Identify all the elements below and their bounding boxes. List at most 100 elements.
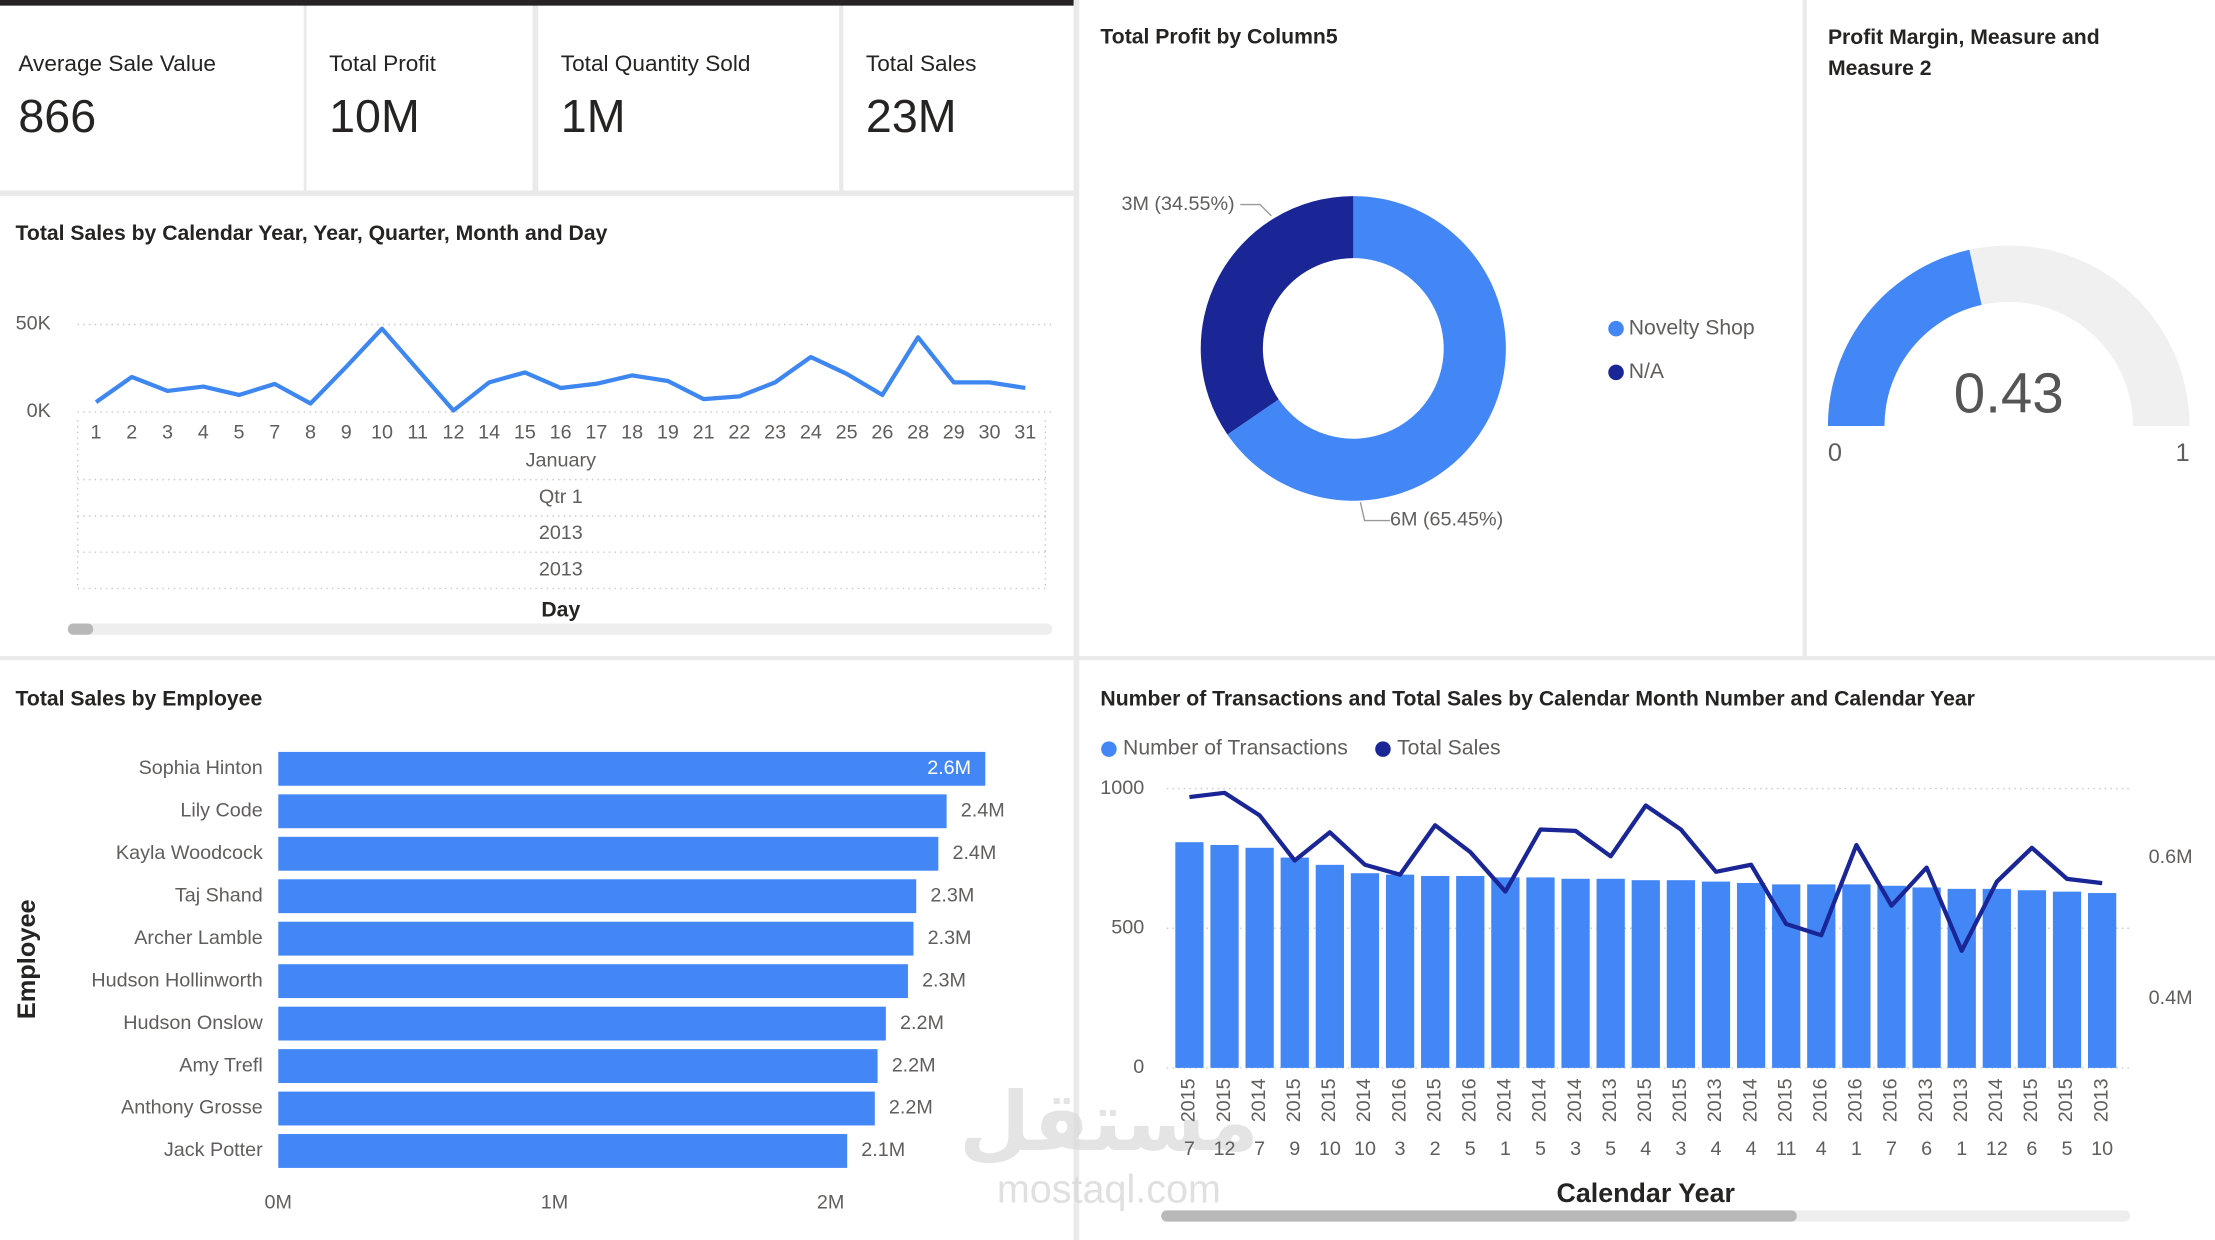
scrollbar-thumb[interactable] bbox=[1161, 1210, 1797, 1222]
x-tick-year: 2014 bbox=[1739, 1078, 1761, 1122]
y-tick-label: Hudson Onslow bbox=[123, 1012, 263, 1034]
bar bbox=[1877, 885, 1906, 1068]
gauge-value bbox=[1827, 249, 1982, 427]
x-tick-label: 4 bbox=[1816, 1138, 1827, 1160]
card-label: Total Profit bbox=[329, 51, 436, 76]
x-axis-title: Calendar Year bbox=[1556, 1178, 1735, 1208]
x-tick-label: 10 bbox=[371, 421, 393, 443]
x-tick-year: 2013 bbox=[1704, 1078, 1726, 1122]
bar bbox=[1982, 888, 2011, 1068]
data-label: 2.3M bbox=[930, 884, 974, 906]
x-tick-label: 7 bbox=[1254, 1138, 1265, 1160]
bar bbox=[1421, 876, 1450, 1068]
x-tick-label: 3 bbox=[1570, 1138, 1581, 1160]
x-tick-label: 14 bbox=[478, 421, 500, 443]
bar bbox=[1456, 876, 1485, 1068]
gauge-value-label: 0.43 bbox=[1954, 362, 2064, 425]
card-label: Total Quantity Sold bbox=[561, 51, 751, 76]
leader-line bbox=[1240, 203, 1272, 217]
card-label: Average Sale Value bbox=[18, 51, 216, 76]
x-tick-label: 3 bbox=[1395, 1138, 1406, 1160]
y-tick-label: Anthony Grosse bbox=[121, 1097, 263, 1119]
data-label: 2.6M bbox=[927, 757, 971, 779]
x-tick-year: 2015 bbox=[1318, 1078, 1340, 1122]
bar bbox=[1350, 873, 1380, 1068]
bar bbox=[1175, 842, 1204, 1068]
data-label: 3M (34.55%) bbox=[1121, 193, 1234, 215]
x-tick-year: 2015 bbox=[2020, 1078, 2042, 1122]
x-tick-label: 31 bbox=[1014, 421, 1036, 443]
card-value: 1M bbox=[561, 90, 626, 142]
x-tick-label: 28 bbox=[907, 421, 929, 443]
y-tick-label: 500 bbox=[1111, 916, 1144, 938]
x-tick-label: 24 bbox=[800, 421, 822, 443]
x-level-label: January bbox=[526, 450, 596, 472]
x-tick-label: 8 bbox=[305, 421, 316, 443]
data-label: 2.3M bbox=[928, 927, 972, 949]
x-tick-label: 9 bbox=[341, 421, 352, 443]
data-label: 2.2M bbox=[892, 1054, 936, 1076]
bar bbox=[1280, 857, 1309, 1068]
x-tick-year: 2014 bbox=[1494, 1078, 1516, 1122]
bar bbox=[278, 1134, 848, 1168]
bar bbox=[278, 1049, 878, 1083]
bar bbox=[1772, 884, 1801, 1068]
bar bbox=[1526, 877, 1555, 1068]
x-tick-label: 7 bbox=[269, 421, 280, 443]
bar bbox=[1947, 888, 1976, 1068]
x-tick-label: 4 bbox=[1640, 1138, 1651, 1160]
card-value: 866 bbox=[18, 90, 96, 142]
bar bbox=[278, 836, 939, 871]
x-tick-label: 2M bbox=[817, 1192, 844, 1214]
x-tick-year: 2014 bbox=[1985, 1078, 2007, 1122]
y-tick-label: Amy Trefl bbox=[179, 1054, 262, 1076]
card-value: 23M bbox=[866, 90, 957, 142]
bar bbox=[278, 964, 908, 999]
chart-title: Total Sales by Calendar Year, Year, Quar… bbox=[16, 222, 608, 245]
chart-title: Total Profit by Column5 bbox=[1100, 26, 1337, 49]
bar bbox=[1666, 880, 1696, 1068]
scrollbar-thumb[interactable] bbox=[67, 623, 94, 635]
y-tick-label: Lily Code bbox=[180, 800, 262, 822]
x-tick-year: 2014 bbox=[1248, 1078, 1270, 1122]
x-tick-label: 1 bbox=[1956, 1138, 1967, 1160]
y-tick-label: Hudson Hollinworth bbox=[91, 969, 262, 991]
x-tick-year: 2015 bbox=[1178, 1078, 1200, 1122]
x-tick-label: 29 bbox=[943, 421, 965, 443]
x-tick-label: 4 bbox=[1746, 1138, 1757, 1160]
x-tick-year: 2013 bbox=[1950, 1078, 1972, 1122]
x-tick-label: 5 bbox=[1605, 1138, 1616, 1160]
x-tick-label: 1 bbox=[91, 421, 102, 443]
pie-slice bbox=[1200, 196, 1354, 435]
pie-slice bbox=[1227, 196, 1506, 501]
x-tick-year: 2013 bbox=[2090, 1078, 2112, 1122]
data-label: 2.4M bbox=[961, 800, 1005, 822]
x-tick-label: 0M bbox=[265, 1192, 292, 1214]
data-label: 2.2M bbox=[889, 1097, 933, 1119]
x-tick-label: 4 bbox=[1710, 1138, 1721, 1160]
bar bbox=[2017, 890, 2047, 1068]
leader-line bbox=[1359, 502, 1391, 522]
bar bbox=[278, 879, 917, 914]
x-tick-label: 23 bbox=[764, 421, 786, 443]
x-tick-label: 10 bbox=[1319, 1138, 1341, 1160]
y2-tick-label: 0.6M bbox=[2149, 846, 2193, 868]
x-tick-label: 3 bbox=[162, 421, 173, 443]
gauge-tick-label: 1 bbox=[2175, 439, 2189, 467]
legend-marker bbox=[1101, 741, 1117, 757]
x-tick-label: 5 bbox=[1535, 1138, 1546, 1160]
x-tick-label: 7 bbox=[1184, 1138, 1195, 1160]
y-axis-title: Employee bbox=[13, 899, 41, 1019]
watermark-url: mostaql.com bbox=[997, 1167, 1221, 1211]
bar bbox=[1912, 887, 1941, 1068]
bar bbox=[1245, 847, 1274, 1068]
x-tick-year: 2015 bbox=[1213, 1078, 1235, 1122]
x-tick-label: 5 bbox=[2062, 1138, 2073, 1160]
chart-title: Total Sales by Employee bbox=[16, 687, 263, 710]
x-tick-label: 5 bbox=[234, 421, 245, 443]
scrollbar-track[interactable] bbox=[67, 623, 1053, 635]
x-tick-label: 30 bbox=[979, 421, 1001, 443]
x-tick-label: 4 bbox=[198, 421, 209, 443]
bar bbox=[1210, 845, 1239, 1068]
